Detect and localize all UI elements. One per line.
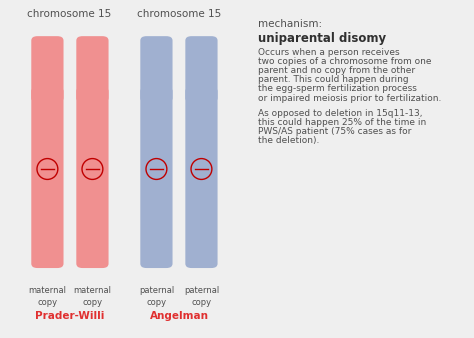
Text: copy: copy xyxy=(191,298,211,308)
Ellipse shape xyxy=(142,78,171,111)
Text: the egg-sperm fertilization process: the egg-sperm fertilization process xyxy=(258,84,417,93)
Text: or impaired meiosis prior to fertilization.: or impaired meiosis prior to fertilizati… xyxy=(258,94,442,102)
Text: chromosome 15: chromosome 15 xyxy=(137,8,221,19)
Text: As opposed to deletion in 15q11-13,: As opposed to deletion in 15q11-13, xyxy=(258,109,423,118)
Ellipse shape xyxy=(33,78,62,111)
FancyBboxPatch shape xyxy=(76,36,109,102)
FancyBboxPatch shape xyxy=(31,87,64,268)
Text: paternal: paternal xyxy=(184,286,219,295)
Text: maternal: maternal xyxy=(28,286,66,295)
Text: uniparental disomy: uniparental disomy xyxy=(258,32,386,45)
Text: copy: copy xyxy=(82,298,102,308)
Text: copy: copy xyxy=(146,298,166,308)
Text: Prader-Willi: Prader-Willi xyxy=(36,311,105,321)
Text: Occurs when a person receives: Occurs when a person receives xyxy=(258,48,400,57)
Text: chromosome 15: chromosome 15 xyxy=(27,8,111,19)
Text: paternal: paternal xyxy=(139,286,174,295)
Text: two copies of a chromosome from one: two copies of a chromosome from one xyxy=(258,57,432,66)
FancyBboxPatch shape xyxy=(76,87,109,268)
FancyBboxPatch shape xyxy=(31,36,64,102)
Text: this could happen 25% of the time in: this could happen 25% of the time in xyxy=(258,118,427,127)
Text: parent and no copy from the other: parent and no copy from the other xyxy=(258,66,415,75)
Text: mechanism:: mechanism: xyxy=(258,19,322,29)
FancyBboxPatch shape xyxy=(140,36,173,102)
Ellipse shape xyxy=(187,78,216,111)
FancyBboxPatch shape xyxy=(140,87,173,268)
FancyBboxPatch shape xyxy=(185,36,218,102)
Text: PWS/AS patient (75% cases as for: PWS/AS patient (75% cases as for xyxy=(258,127,412,136)
FancyBboxPatch shape xyxy=(185,87,218,268)
Text: the deletion).: the deletion). xyxy=(258,136,319,145)
Text: parent. This could happen during: parent. This could happen during xyxy=(258,75,409,84)
Text: maternal: maternal xyxy=(73,286,111,295)
Text: Angelman: Angelman xyxy=(150,311,209,321)
Text: copy: copy xyxy=(37,298,57,308)
Ellipse shape xyxy=(78,78,107,111)
